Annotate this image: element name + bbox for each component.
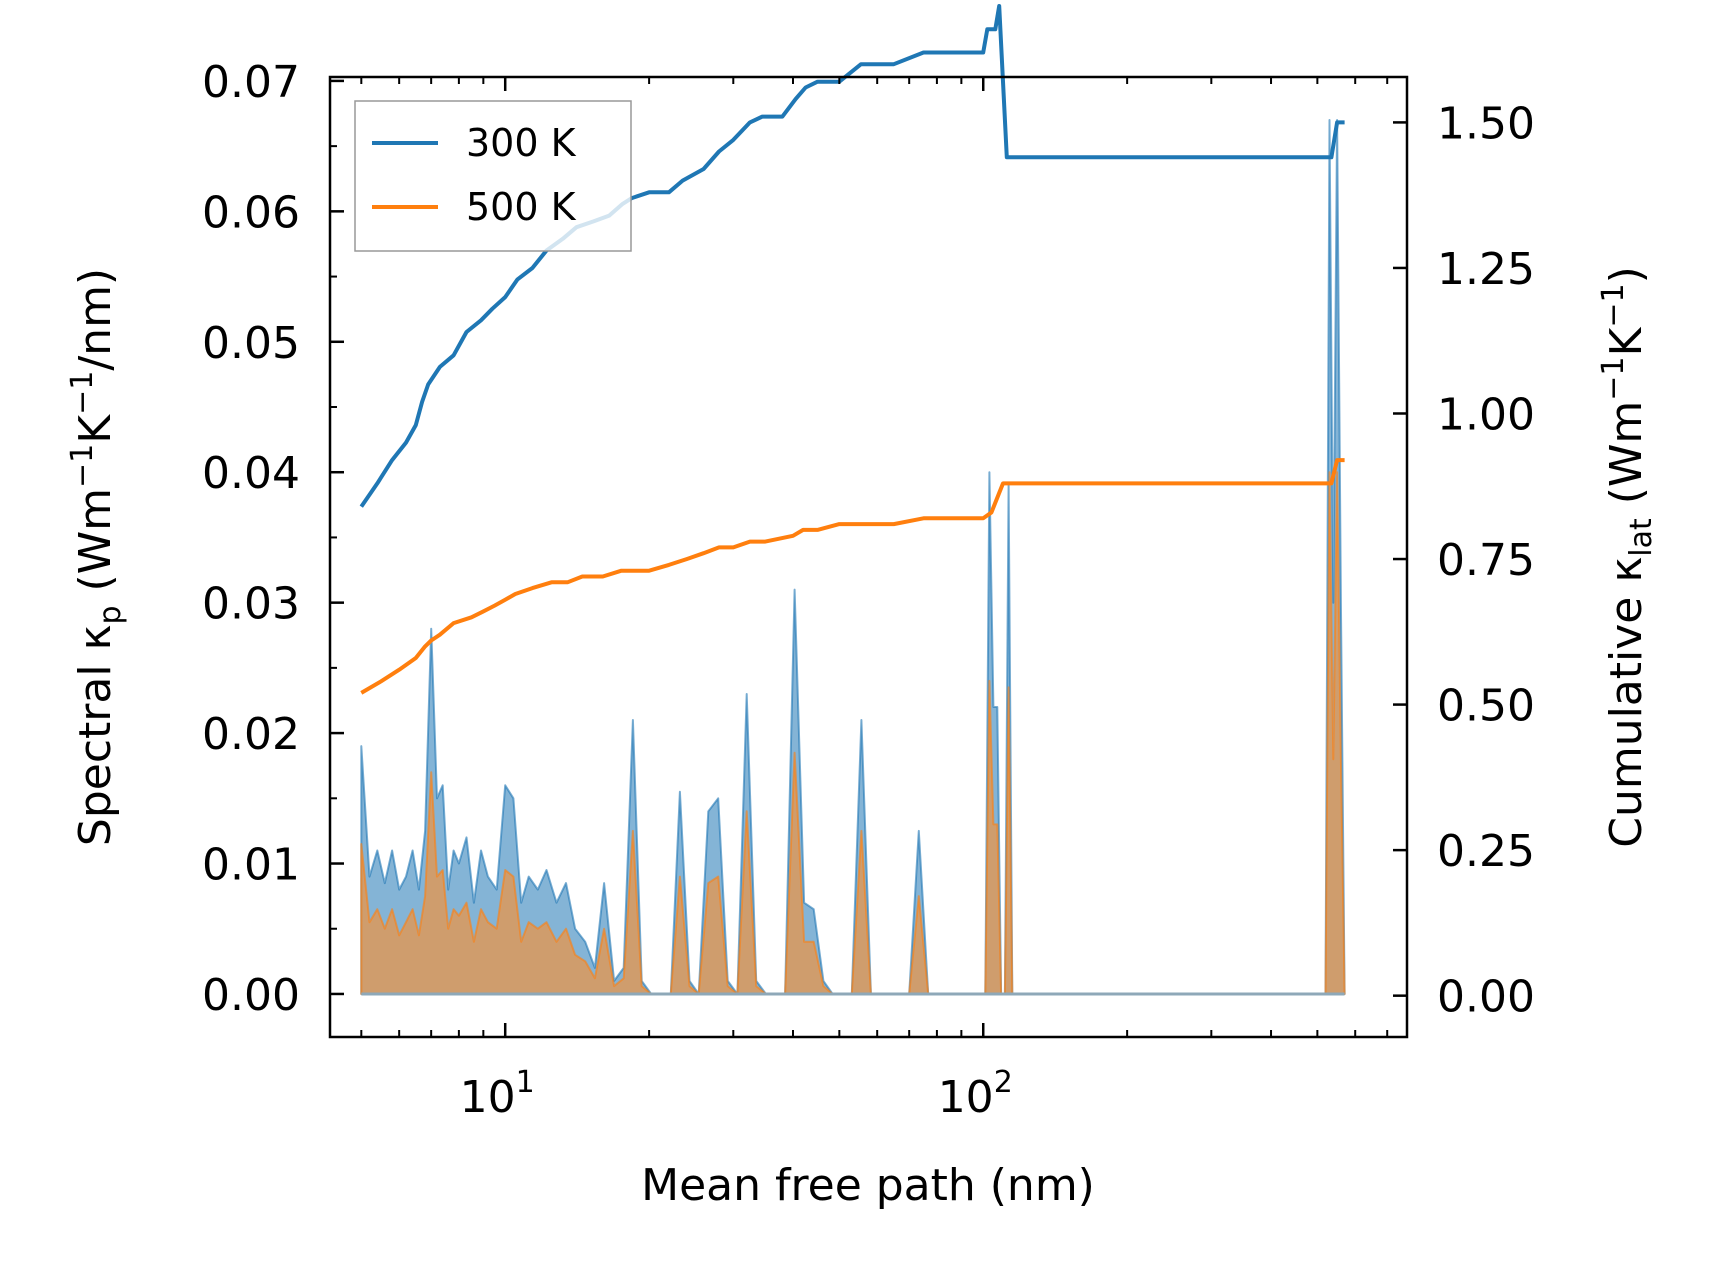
- plot-frame: [328, 75, 1409, 1039]
- cumulative-line-300k: [359, 4, 1345, 508]
- x-tick-label: 102: [938, 1065, 1013, 1123]
- y-left-tick-label: 0.02: [202, 709, 300, 760]
- cumulative-line-500k: [360, 458, 1345, 695]
- y-left-tick-label: 0.00: [202, 970, 300, 1021]
- y-right-tick-label: 0.50: [1437, 681, 1535, 732]
- legend-label-300k: 300 K: [466, 121, 577, 165]
- y-right-tick-label: 1.50: [1437, 98, 1535, 149]
- y-right-tick-label: 1.25: [1437, 244, 1535, 295]
- y-left-tick-label: 0.03: [202, 579, 300, 630]
- legend-box: [354, 100, 632, 252]
- y-axis-right-title: Cumulative κlat (Wm−1K−1): [1596, 266, 1659, 848]
- y-left-tick-label: 0.05: [202, 318, 300, 369]
- spectral-area-500k: [360, 471, 1346, 995]
- y-right-tick-label: 0.00: [1437, 972, 1535, 1023]
- cumulative-lines: [359, 4, 1345, 695]
- y-axis-right: 0.00 0.25 0.50 0.75 1.00 1.25 1.50: [1393, 98, 1535, 1023]
- x-axis-title: Mean free path (nm): [641, 1160, 1095, 1211]
- y-left-tick-label: 0.07: [202, 57, 300, 108]
- y-right-tick-label: 1.00: [1437, 389, 1535, 440]
- y-left-tick-label: 0.06: [202, 187, 300, 238]
- y-left-tick-label: 0.04: [202, 448, 300, 499]
- x-tick-label: 101: [460, 1065, 535, 1123]
- spectral-fills: [360, 119, 1346, 996]
- y-left-tick-label: 0.01: [202, 840, 300, 891]
- y-right-tick-label: 0.75: [1437, 535, 1535, 586]
- plot-area: [359, 4, 1346, 996]
- x-axis: 101 102: [360, 77, 1389, 1123]
- y-right-tick-label: 0.25: [1437, 826, 1535, 877]
- y-axis-left-title: Spectral κp (Wm−1K−1/nm): [65, 268, 128, 846]
- y-axis-left: 0.00 0.01 0.02 0.03 0.04 0.05 0.06 0.07: [202, 57, 344, 1021]
- legend-label-500k: 500 K: [466, 185, 577, 229]
- legend: 300 K 500 K: [354, 100, 632, 252]
